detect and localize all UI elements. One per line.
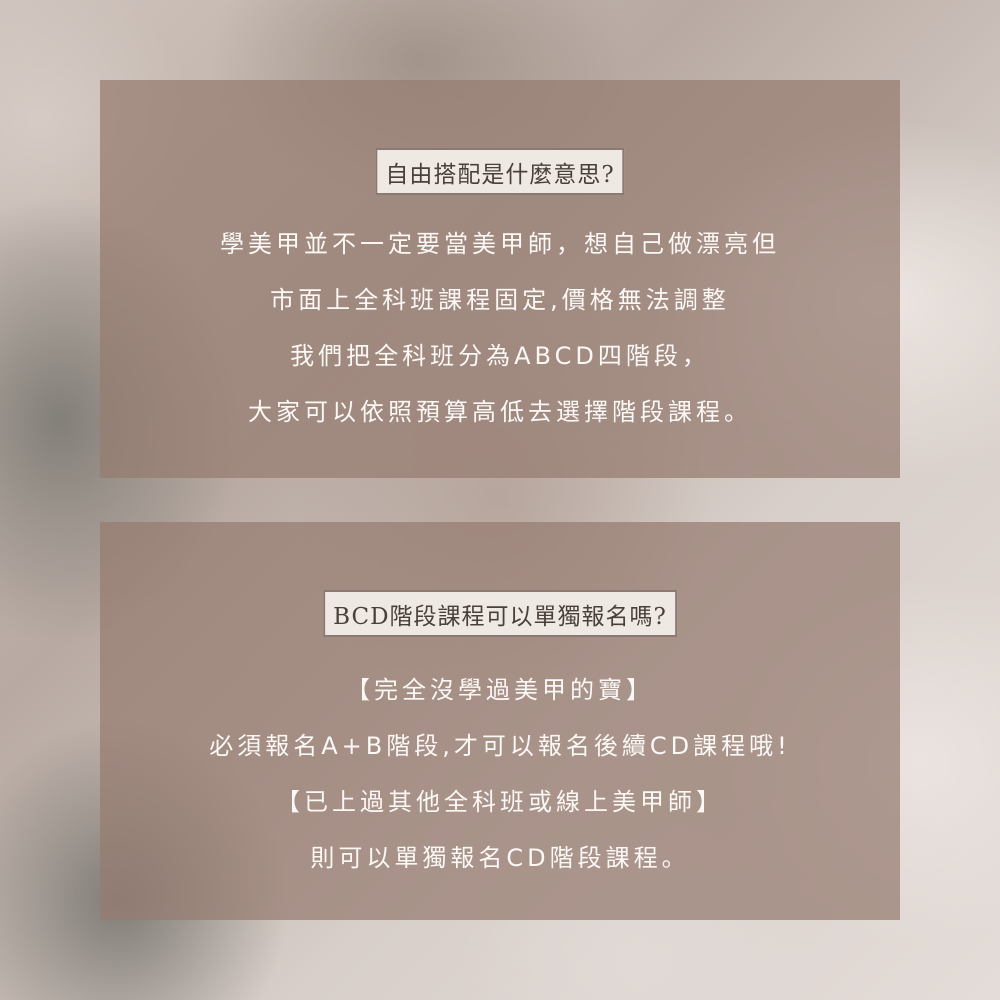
body-line: 必須報名A+B階段,才可以報名後續CD課程哦!: [209, 732, 791, 760]
body-line: 【完全沒學過美甲的寶】: [346, 676, 654, 704]
section-heading: 自由搭配是什麼意思?: [375, 148, 625, 195]
body-line: 【已上過其他全科班或線上美甲師】: [276, 788, 724, 816]
body-line: 則可以單獨報名CD階段課程。: [310, 844, 690, 872]
body-line: 市面上全科班課程固定,價格無法調整: [270, 286, 730, 314]
info-panel-bcd-registration: BCD階段課程可以單獨報名嗎? 【完全沒學過美甲的寶】 必須報名A+B階段,才可…: [100, 522, 900, 920]
section-body: 【完全沒學過美甲的寶】 必須報名A+B階段,才可以報名後續CD課程哦! 【已上過…: [100, 662, 900, 886]
body-line: 我們把全科班分為ABCD四階段，: [290, 342, 710, 370]
info-panel-free-combination: 自由搭配是什麼意思? 學美甲並不一定要當美甲師，想自己做漂亮但 市面上全科班課程…: [100, 80, 900, 478]
body-line: 學美甲並不一定要當美甲師，想自己做漂亮但: [220, 230, 780, 258]
section-heading: BCD階段課程可以單獨報名嗎?: [323, 590, 677, 637]
section-body: 學美甲並不一定要當美甲師，想自己做漂亮但 市面上全科班課程固定,價格無法調整 我…: [100, 216, 900, 440]
body-line: 大家可以依照預算高低去選擇階段課程。: [248, 398, 752, 426]
